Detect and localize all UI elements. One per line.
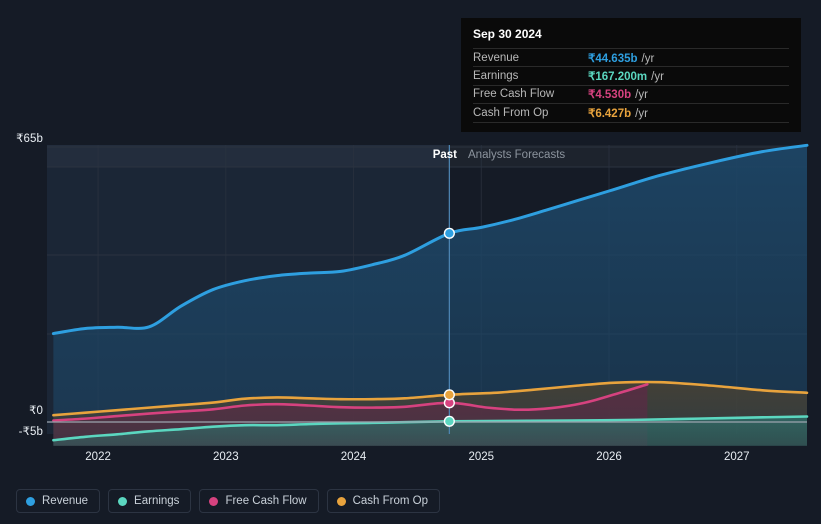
legend-color-dot-icon	[209, 496, 219, 506]
legend-item-free-cash-flow[interactable]: Free Cash Flow	[199, 489, 319, 513]
y-axis-tick-label: ₹0	[29, 405, 43, 417]
x-axis-tick-label: 2023	[213, 451, 239, 463]
legend-item-label: Earnings	[134, 495, 180, 507]
tooltip-row-value: ₹6.427b	[588, 107, 632, 120]
tooltip-row: Cash From Op ₹6.427b/yr	[473, 103, 789, 121]
x-axis-tick-label: 2025	[468, 451, 495, 463]
x-axis-tick-label: 2022	[85, 451, 111, 463]
tooltip-row-unit: /yr	[635, 107, 648, 120]
legend-item-revenue[interactable]: Revenue	[16, 489, 101, 513]
tooltip-row-label: Earnings	[473, 70, 519, 83]
x-axis-tick-label: 2026	[596, 451, 622, 463]
tooltip-row: Revenue ₹44.635b/yr	[473, 48, 789, 66]
tooltip-row-label: Free Cash Flow	[473, 88, 555, 101]
tooltip-row-label: Revenue	[473, 51, 520, 64]
legend-item-label: Cash From Op	[352, 495, 429, 507]
y-axis-tick-label: -₹5b	[18, 426, 43, 438]
tooltip-row-value: ₹4.530b	[588, 89, 632, 102]
legend-item-cash-from-op[interactable]: Cash From Op	[326, 489, 441, 513]
chart-legend: Revenue Earnings Free Cash Flow Cash From O…	[16, 489, 441, 513]
tooltip-row: Earnings ₹167.200m/yr	[473, 66, 789, 84]
tooltip-row-unit: /yr	[651, 71, 664, 84]
legend-item-earnings[interactable]: Earnings	[108, 489, 192, 513]
x-axis-tick-label: 2027	[723, 451, 750, 463]
forecast-label: Analysts Forecasts	[468, 149, 566, 161]
past-label: Past	[432, 149, 457, 161]
tooltip-row: Free Cash Flow ₹4.530b/yr	[473, 84, 789, 103]
tooltip-row-label: Cash From Op	[473, 106, 549, 119]
tooltip-row-value: ₹44.635b	[588, 52, 638, 65]
data-tooltip: Sep 30 2024 Revenue ₹44.635b/yr Earnings ₹1…	[461, 18, 801, 132]
legend-item-label: Revenue	[42, 495, 89, 507]
legend-color-dot-icon	[118, 496, 128, 506]
tooltip-title: Sep 30 2024	[473, 27, 542, 41]
tooltip-row-unit: /yr	[635, 89, 648, 102]
y-axis-tick-label: ₹65b	[16, 133, 43, 145]
x-axis-tick-label: 2024	[340, 451, 367, 463]
legend-item-label: Free Cash Flow	[225, 495, 307, 507]
legend-color-dot-icon	[336, 496, 346, 506]
legend-color-dot-icon	[26, 496, 35, 506]
tooltip-row-unit: /yr	[641, 52, 655, 65]
tooltip-footer-rule	[473, 121, 789, 127]
tooltip-row-value: ₹167.200m	[588, 71, 648, 84]
